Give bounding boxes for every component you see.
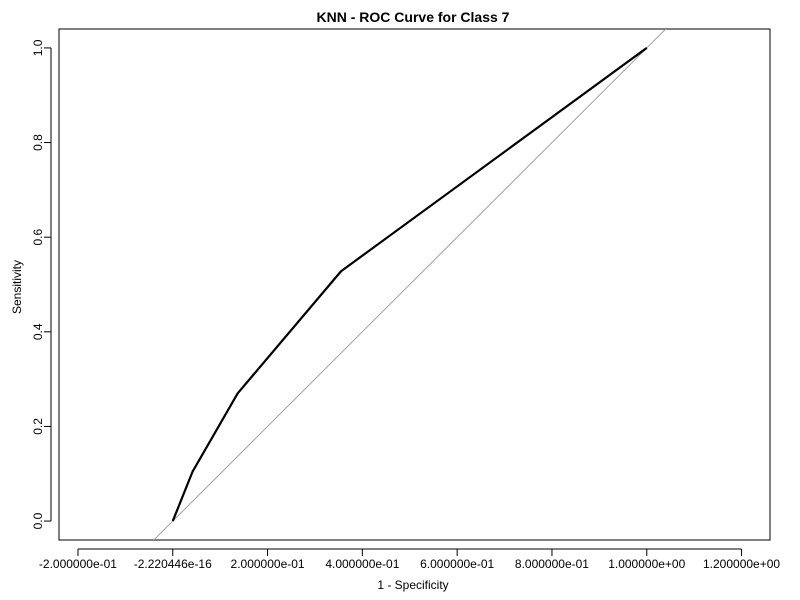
y-tick-label: 0.2	[31, 418, 45, 435]
series-layer	[153, 29, 667, 540]
x-tick-label: 1.200000e+00	[703, 557, 780, 571]
y-axis: 0.0 0.2 0.4 0.6 0.8 1.0	[31, 39, 52, 529]
x-tick-label: -2.000000e-01	[39, 557, 117, 571]
x-tick-label: -2.220446e-16	[134, 557, 212, 571]
y-tick-label: 1.0	[31, 39, 45, 56]
y-tick-label: 0.8	[31, 134, 45, 151]
x-tick-label: 1.000000e+00	[608, 557, 685, 571]
reference-diagonal-line	[153, 29, 667, 540]
x-tick-label: 6.000000e-01	[420, 557, 494, 571]
roc-curve-line	[171, 47, 648, 522]
x-axis-label: 1 - Specificity	[377, 578, 448, 592]
x-tick-label: 8.000000e-01	[515, 557, 589, 571]
chart-title: KNN - ROC Curve for Class 7	[317, 9, 510, 25]
y-axis-label: Sensitivity	[10, 260, 24, 314]
x-axis: -2.000000e-01 -2.220446e-16 2.000000e-01 4.…	[39, 548, 780, 571]
x-tick-label: 4.000000e-01	[325, 557, 399, 571]
y-tick-label: 0.0	[31, 512, 45, 529]
y-tick-label: 0.4	[31, 323, 45, 340]
y-tick-label: 0.6	[31, 229, 45, 246]
plot-area-border	[58, 28, 771, 541]
x-tick-label: 2.000000e-01	[231, 557, 305, 571]
